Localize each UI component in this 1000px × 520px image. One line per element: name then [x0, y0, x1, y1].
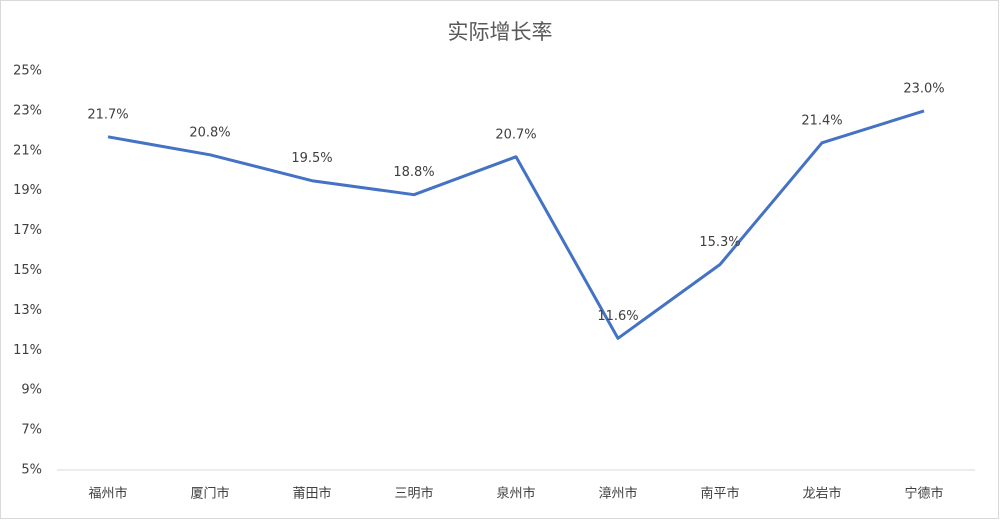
data-label: 20.8%	[189, 125, 230, 140]
y-tick-label: 5%	[21, 463, 42, 478]
y-tick-label: 17%	[13, 223, 42, 238]
x-tick-label: 三明市	[394, 486, 433, 502]
x-tick-label: 龙岩市	[802, 486, 841, 502]
y-tick-label: 23%	[13, 103, 42, 118]
y-tick-label: 25%	[13, 64, 42, 79]
x-tick-label: 厦门市	[190, 486, 229, 502]
data-label: 19.5%	[291, 151, 332, 166]
data-label: 23.0%	[903, 81, 944, 96]
chart-title: 实际增长率	[448, 20, 553, 44]
y-tick-label: 19%	[13, 183, 42, 198]
y-tick-label: 21%	[13, 143, 42, 158]
x-tick-label: 漳州市	[598, 486, 637, 502]
data-label: 21.4%	[801, 113, 842, 128]
y-tick-label: 7%	[21, 423, 42, 438]
line	[107, 109, 925, 340]
x-tick-label: 宁德市	[904, 486, 943, 502]
x-tick-label: 南平市	[700, 486, 739, 502]
x-tick-label: 泉州市	[496, 486, 535, 502]
data-label: 18.8%	[393, 165, 434, 180]
data-label: 11.6%	[597, 309, 638, 324]
data-label: 21.7%	[87, 107, 128, 122]
y-tick-label: 15%	[13, 263, 42, 278]
data-label: 15.3%	[699, 235, 740, 250]
x-tick-label: 莆田市	[292, 486, 331, 502]
y-tick-label: 9%	[21, 383, 42, 398]
y-tick-label: 11%	[13, 343, 42, 358]
x-tick-label: 福州市	[88, 486, 127, 502]
y-tick-label: 13%	[13, 303, 42, 318]
data-label: 20.7%	[495, 127, 536, 142]
